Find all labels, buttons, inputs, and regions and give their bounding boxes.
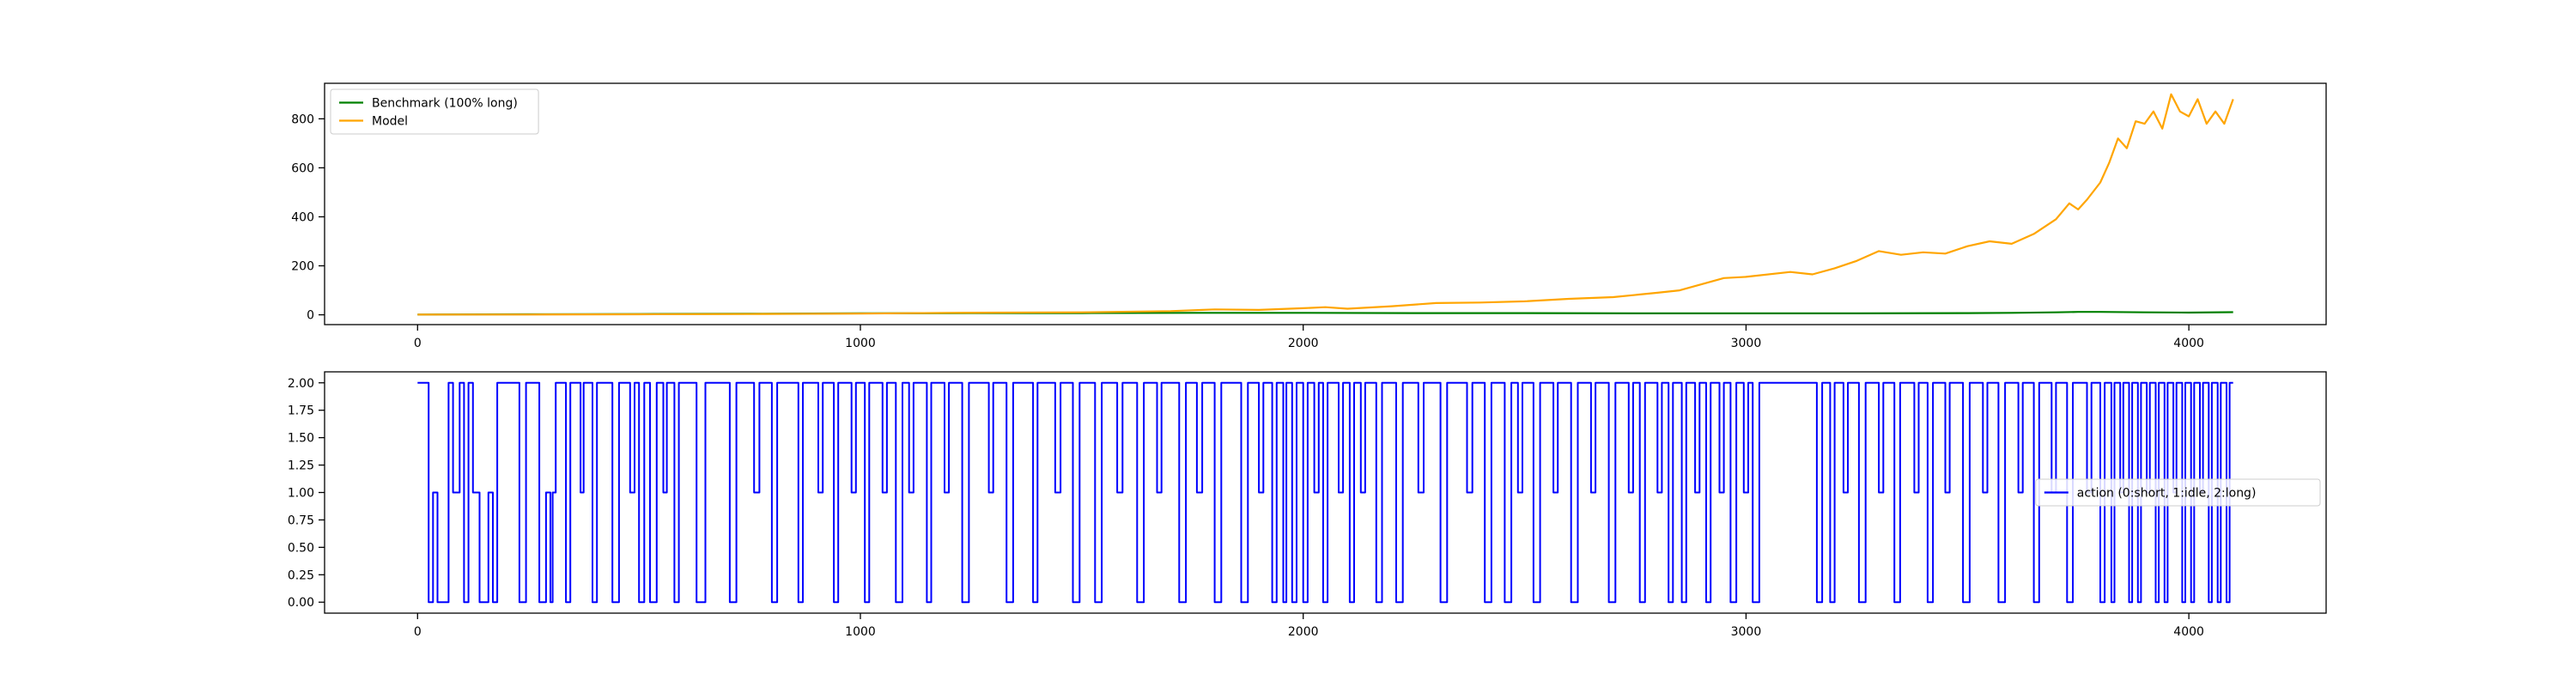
y-tick-label: 2.00 bbox=[288, 377, 314, 391]
y-tick-label: 600 bbox=[291, 161, 314, 175]
y-tick-label: 0.75 bbox=[288, 514, 314, 527]
legend-label: Benchmark (100% long) bbox=[372, 97, 518, 111]
y-tick-label: 1.50 bbox=[288, 432, 314, 446]
x-tick-label: 1000 bbox=[845, 337, 876, 350]
legend: Benchmark (100% long) Model bbox=[330, 88, 539, 135]
y-tick-label: 200 bbox=[291, 260, 314, 274]
x-tick-label: 0 bbox=[414, 337, 422, 350]
x-tick-label: 1000 bbox=[845, 625, 876, 639]
x-tick-label: 4000 bbox=[2173, 625, 2204, 639]
action-chart: 0 1000 2000 3000 4000 0.00 0.25 0.50 0.75 1.00 1.2… bbox=[288, 371, 2327, 639]
y-tick-label: 400 bbox=[291, 210, 314, 224]
axes-frame bbox=[324, 82, 2327, 325]
x-tick-label: 2000 bbox=[1288, 337, 1319, 350]
legend-box bbox=[2035, 478, 2321, 507]
y-tick-label: 800 bbox=[291, 112, 314, 126]
y-tick-label: 0.00 bbox=[288, 596, 314, 610]
y-tick-label: 1.00 bbox=[288, 487, 314, 501]
legend-label: Model bbox=[372, 115, 408, 129]
y-tick-label: 1.75 bbox=[288, 404, 314, 418]
x-tick-label: 2000 bbox=[1288, 625, 1319, 639]
x-tick-label: 3000 bbox=[1731, 625, 1762, 639]
series-line-model bbox=[417, 93, 2234, 316]
x-tick-label: 4000 bbox=[2173, 337, 2204, 350]
y-tick-label: 0 bbox=[307, 309, 314, 323]
portfolio-value-chart: 0 1000 2000 3000 4000 0 200 400 600 800 Benchmark … bbox=[291, 82, 2327, 350]
y-tick-label: 0.50 bbox=[288, 541, 314, 555]
series-line-action-0-short-1-idle-2-long bbox=[417, 381, 2233, 604]
x-tick-label: 3000 bbox=[1731, 337, 1762, 350]
legend-box bbox=[330, 88, 539, 135]
y-tick-label: 0.25 bbox=[288, 568, 314, 582]
y-tick-label: 1.25 bbox=[288, 459, 314, 473]
x-tick-label: 0 bbox=[414, 625, 422, 639]
legend: action (0:short, 1:idle, 2:long) bbox=[2035, 478, 2321, 507]
legend-label: action (0:short, 1:idle, 2:long) bbox=[2077, 487, 2257, 501]
